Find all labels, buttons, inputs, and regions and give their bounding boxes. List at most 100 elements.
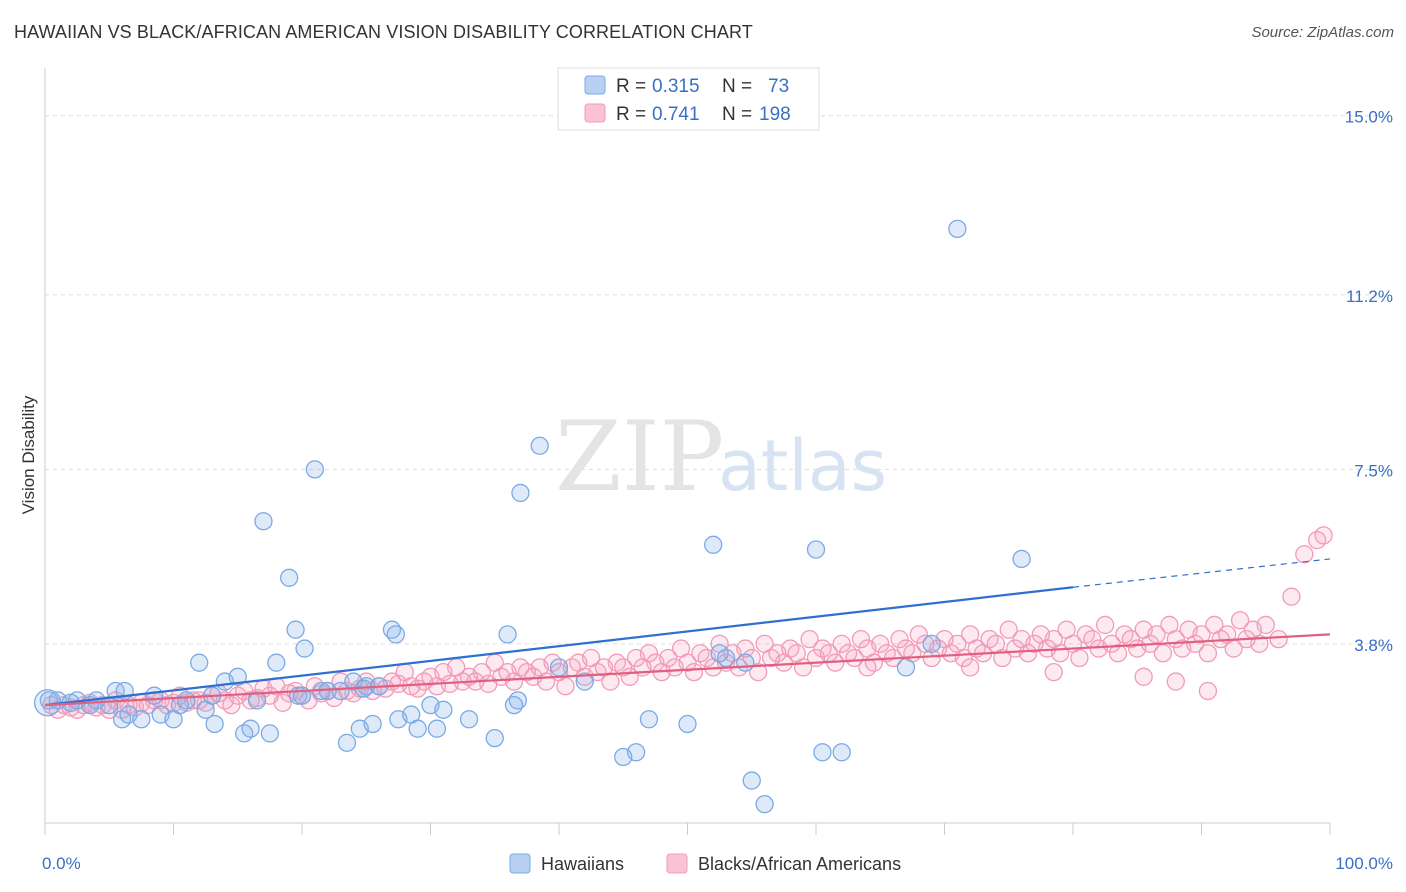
data-point-hawaiians xyxy=(205,714,224,734)
data-point-hawaiians xyxy=(279,568,299,587)
trend-line-hawaiians-extension xyxy=(1072,558,1331,588)
data-point-blacks xyxy=(1134,667,1153,686)
trend-lines xyxy=(44,558,1331,707)
data-point-blacks xyxy=(684,662,704,682)
data-point-blacks xyxy=(736,639,755,658)
data-point-hawaiians xyxy=(254,512,273,531)
data-point-blacks xyxy=(858,658,877,677)
legend-r-value: 0.315 xyxy=(652,76,700,97)
source-label: Source: ZipAtlas.com xyxy=(1251,24,1394,41)
x-tick-label: 100.0% xyxy=(1335,854,1393,873)
data-point-blacks xyxy=(922,648,941,668)
data-point-blacks xyxy=(999,620,1018,639)
bottom-legend-swatch-blacks xyxy=(666,853,688,874)
data-point-hawaiians xyxy=(228,667,247,686)
data-point-hawaiians xyxy=(286,620,305,639)
y-tick-label: 15.0% xyxy=(1345,108,1393,127)
data-point-blacks xyxy=(961,658,980,677)
data-point-hawaiians xyxy=(755,794,774,814)
data-point-hawaiians xyxy=(337,733,357,752)
data-point-blacks xyxy=(601,672,620,691)
data-point-hawaiians xyxy=(813,743,832,762)
data-point-hawaiians xyxy=(459,710,479,729)
data-point-blacks xyxy=(273,693,292,712)
data-point-hawaiians xyxy=(530,436,549,455)
data-point-blacks xyxy=(1314,526,1333,545)
y-tick-label: 11.2% xyxy=(1346,287,1393,306)
data-point-blacks xyxy=(222,695,241,715)
data-point-hawaiians xyxy=(511,483,530,503)
data-point-blacks xyxy=(1095,615,1115,635)
data-point-hawaiians xyxy=(427,719,447,738)
data-point-hawaiians xyxy=(363,714,382,734)
data-point-blacks xyxy=(1198,681,1218,701)
y-axis-title: Vision Disability xyxy=(19,395,38,514)
data-point-blacks xyxy=(1230,611,1250,630)
data-point-hawaiians xyxy=(190,653,209,672)
legend-n-label: N = xyxy=(722,104,752,125)
data-point-hawaiians xyxy=(504,695,524,715)
data-point-hawaiians xyxy=(549,658,569,677)
data-point-blacks xyxy=(1269,629,1288,649)
data-point-hawaiians xyxy=(736,653,755,672)
data-point-hawaiians xyxy=(742,771,761,790)
data-point-blacks xyxy=(909,625,928,644)
data-point-blacks xyxy=(1295,545,1314,564)
data-point-hawaiians xyxy=(1012,549,1031,569)
data-point-hawaiians xyxy=(145,686,164,705)
data-point-blacks xyxy=(871,634,890,653)
data-point-blacks xyxy=(196,693,215,712)
legend-swatch-hawaiians xyxy=(584,75,606,95)
data-point-hawaiians xyxy=(434,700,453,719)
data-point-hawaiians xyxy=(305,460,325,479)
bottom-legend-swatch-hawaiians xyxy=(509,853,531,874)
data-point-hawaiians xyxy=(614,747,633,767)
data-point-hawaiians xyxy=(386,625,405,644)
data-point-blacks xyxy=(331,672,350,691)
data-point-blacks xyxy=(639,644,659,663)
y-tick-label: 7.5% xyxy=(1354,461,1393,480)
data-point-blacks xyxy=(845,648,864,668)
data-point-hawaiians xyxy=(806,540,826,559)
data-point-hawaiians xyxy=(639,710,659,729)
bottom-legend-label-hawaiians: Hawaiians xyxy=(541,854,624,874)
x-tick-labels: 0.0% 100.0% xyxy=(42,854,1393,873)
gridlines xyxy=(45,115,1390,645)
data-point-hawaiians xyxy=(247,691,267,710)
data-point-hawaiians xyxy=(678,714,697,734)
y-tick-labels: 3.8% 7.5% 11.2% 15.0% xyxy=(1345,108,1393,655)
data-point-hawaiians xyxy=(575,672,594,691)
legend-n-label: N = xyxy=(722,76,752,97)
data-point-blacks xyxy=(1018,644,1038,663)
data-point-blacks xyxy=(1044,662,1063,682)
watermark-zip: ZIP xyxy=(555,401,724,513)
legend-r-label: R = xyxy=(616,76,646,97)
trend-line-hawaiians xyxy=(44,586,1074,707)
data-point-blacks xyxy=(800,629,819,649)
data-point-blacks xyxy=(1070,648,1089,668)
watermark-atlas: atlas xyxy=(718,425,887,507)
data-points xyxy=(33,219,1333,814)
data-point-blacks xyxy=(1102,634,1121,653)
trend-line-blacks xyxy=(44,633,1331,707)
data-point-blacks xyxy=(1198,644,1218,663)
data-point-hawaiians xyxy=(177,691,196,710)
data-point-blacks xyxy=(832,634,851,653)
data-point-blacks xyxy=(1166,672,1185,691)
data-point-hawaiians xyxy=(485,728,504,748)
data-point-blacks xyxy=(659,648,678,668)
data-point-hawaiians xyxy=(241,719,260,738)
x-tick-label: 0.0% xyxy=(42,854,81,873)
data-point-hawaiians xyxy=(260,724,280,743)
data-point-hawaiians xyxy=(710,644,729,663)
data-point-blacks xyxy=(678,653,697,672)
data-point-blacks xyxy=(556,677,575,696)
data-point-blacks xyxy=(749,662,768,682)
data-point-blacks xyxy=(1108,644,1128,663)
legend-n-value: 73 xyxy=(768,76,789,97)
axes xyxy=(44,68,1331,835)
data-point-blacks xyxy=(614,658,633,677)
data-point-blacks xyxy=(1192,625,1211,644)
bottom-legend-label-blacks: Blacks/African Americans xyxy=(698,854,901,874)
